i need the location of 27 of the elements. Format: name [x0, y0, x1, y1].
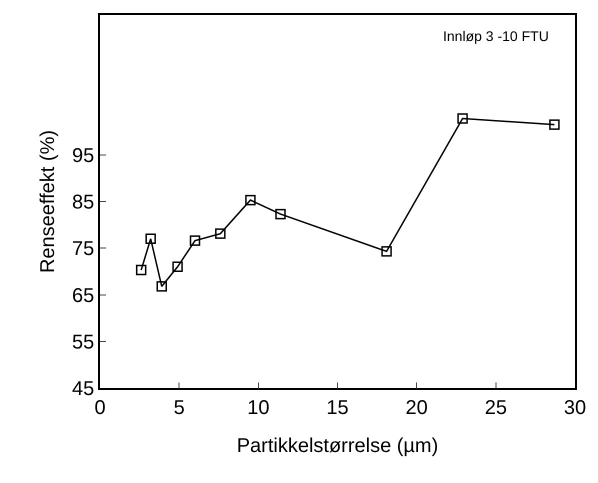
point	[381, 246, 392, 257]
y-tick-label: 95	[72, 144, 94, 167]
point	[457, 113, 468, 124]
x-tick-label: 0	[94, 396, 106, 419]
x-tick-label: 20	[406, 396, 428, 419]
x-axis-title: Partikkelstørrelse (µm)	[236, 434, 438, 457]
x-tick-label: 25	[484, 396, 507, 419]
point	[549, 119, 560, 130]
point	[190, 235, 200, 246]
point	[275, 208, 286, 220]
y-tick-label: 55	[72, 331, 94, 354]
point	[136, 264, 146, 276]
point	[145, 234, 156, 244]
annotation: Innløp 3 -10 FTU	[443, 28, 549, 44]
y-tick-label: 85	[72, 192, 94, 214]
y-tick-label: 75	[72, 238, 94, 260]
x-tick-label: 30	[564, 396, 586, 419]
x-tick-label: 15	[326, 396, 349, 419]
y-tick-label: 45	[72, 378, 94, 400]
x-tick-label: 10	[247, 396, 270, 419]
point	[172, 262, 183, 272]
y-axis-title: Renseeffekt (%)	[37, 130, 59, 274]
x-tick-label: 5	[174, 396, 185, 419]
point	[156, 281, 167, 292]
y-tick-label: 65	[72, 284, 94, 307]
point	[215, 228, 226, 239]
point	[245, 194, 256, 206]
